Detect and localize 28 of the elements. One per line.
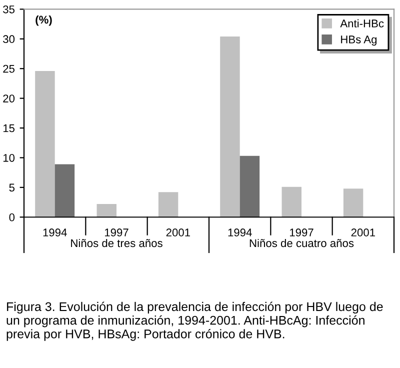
x-tick-label: 1994 (43, 228, 67, 236)
bar (54, 164, 75, 218)
bar (96, 204, 116, 218)
y-tick-label: 20 (3, 94, 15, 102)
y-tick-label: 35 (3, 5, 15, 14)
bar (240, 156, 260, 218)
y-tick-label: 25 (3, 64, 15, 73)
x-tick-label: 1997 (290, 228, 314, 236)
x-tick-label: 1997 (104, 228, 128, 236)
bar (35, 70, 55, 218)
text: Figura 3. Evolución de la prevalencia de infección por HBV luego de un programa de inmunización, 1994-2001. Anti-HBcAg: Infección previa por HVB, HBsAg: Portador crónico de HVB. (6, 302, 383, 341)
bar (282, 186, 302, 218)
bar (343, 188, 364, 218)
x-tick-label: 1994 (228, 228, 252, 236)
bar (158, 192, 178, 218)
y-axis-title: (%) (36, 15, 52, 26)
y-tick-label: 0 (9, 213, 15, 222)
legend-label: HBs Ag (341, 36, 377, 46)
x-tick-label: 2001 (166, 228, 190, 236)
legend-label: Anti-HBc (340, 19, 384, 28)
y-tick-label: 10 (3, 154, 15, 162)
y-tick-label: 15 (3, 124, 15, 132)
text: Niños de cuatro años (250, 238, 354, 248)
y-tick-label: 30 (3, 35, 15, 44)
y-tick-label: 5 (9, 184, 15, 192)
x-tick-label: 2001 (351, 228, 375, 236)
bar (220, 36, 240, 218)
text: Niños de tres años (71, 238, 162, 248)
